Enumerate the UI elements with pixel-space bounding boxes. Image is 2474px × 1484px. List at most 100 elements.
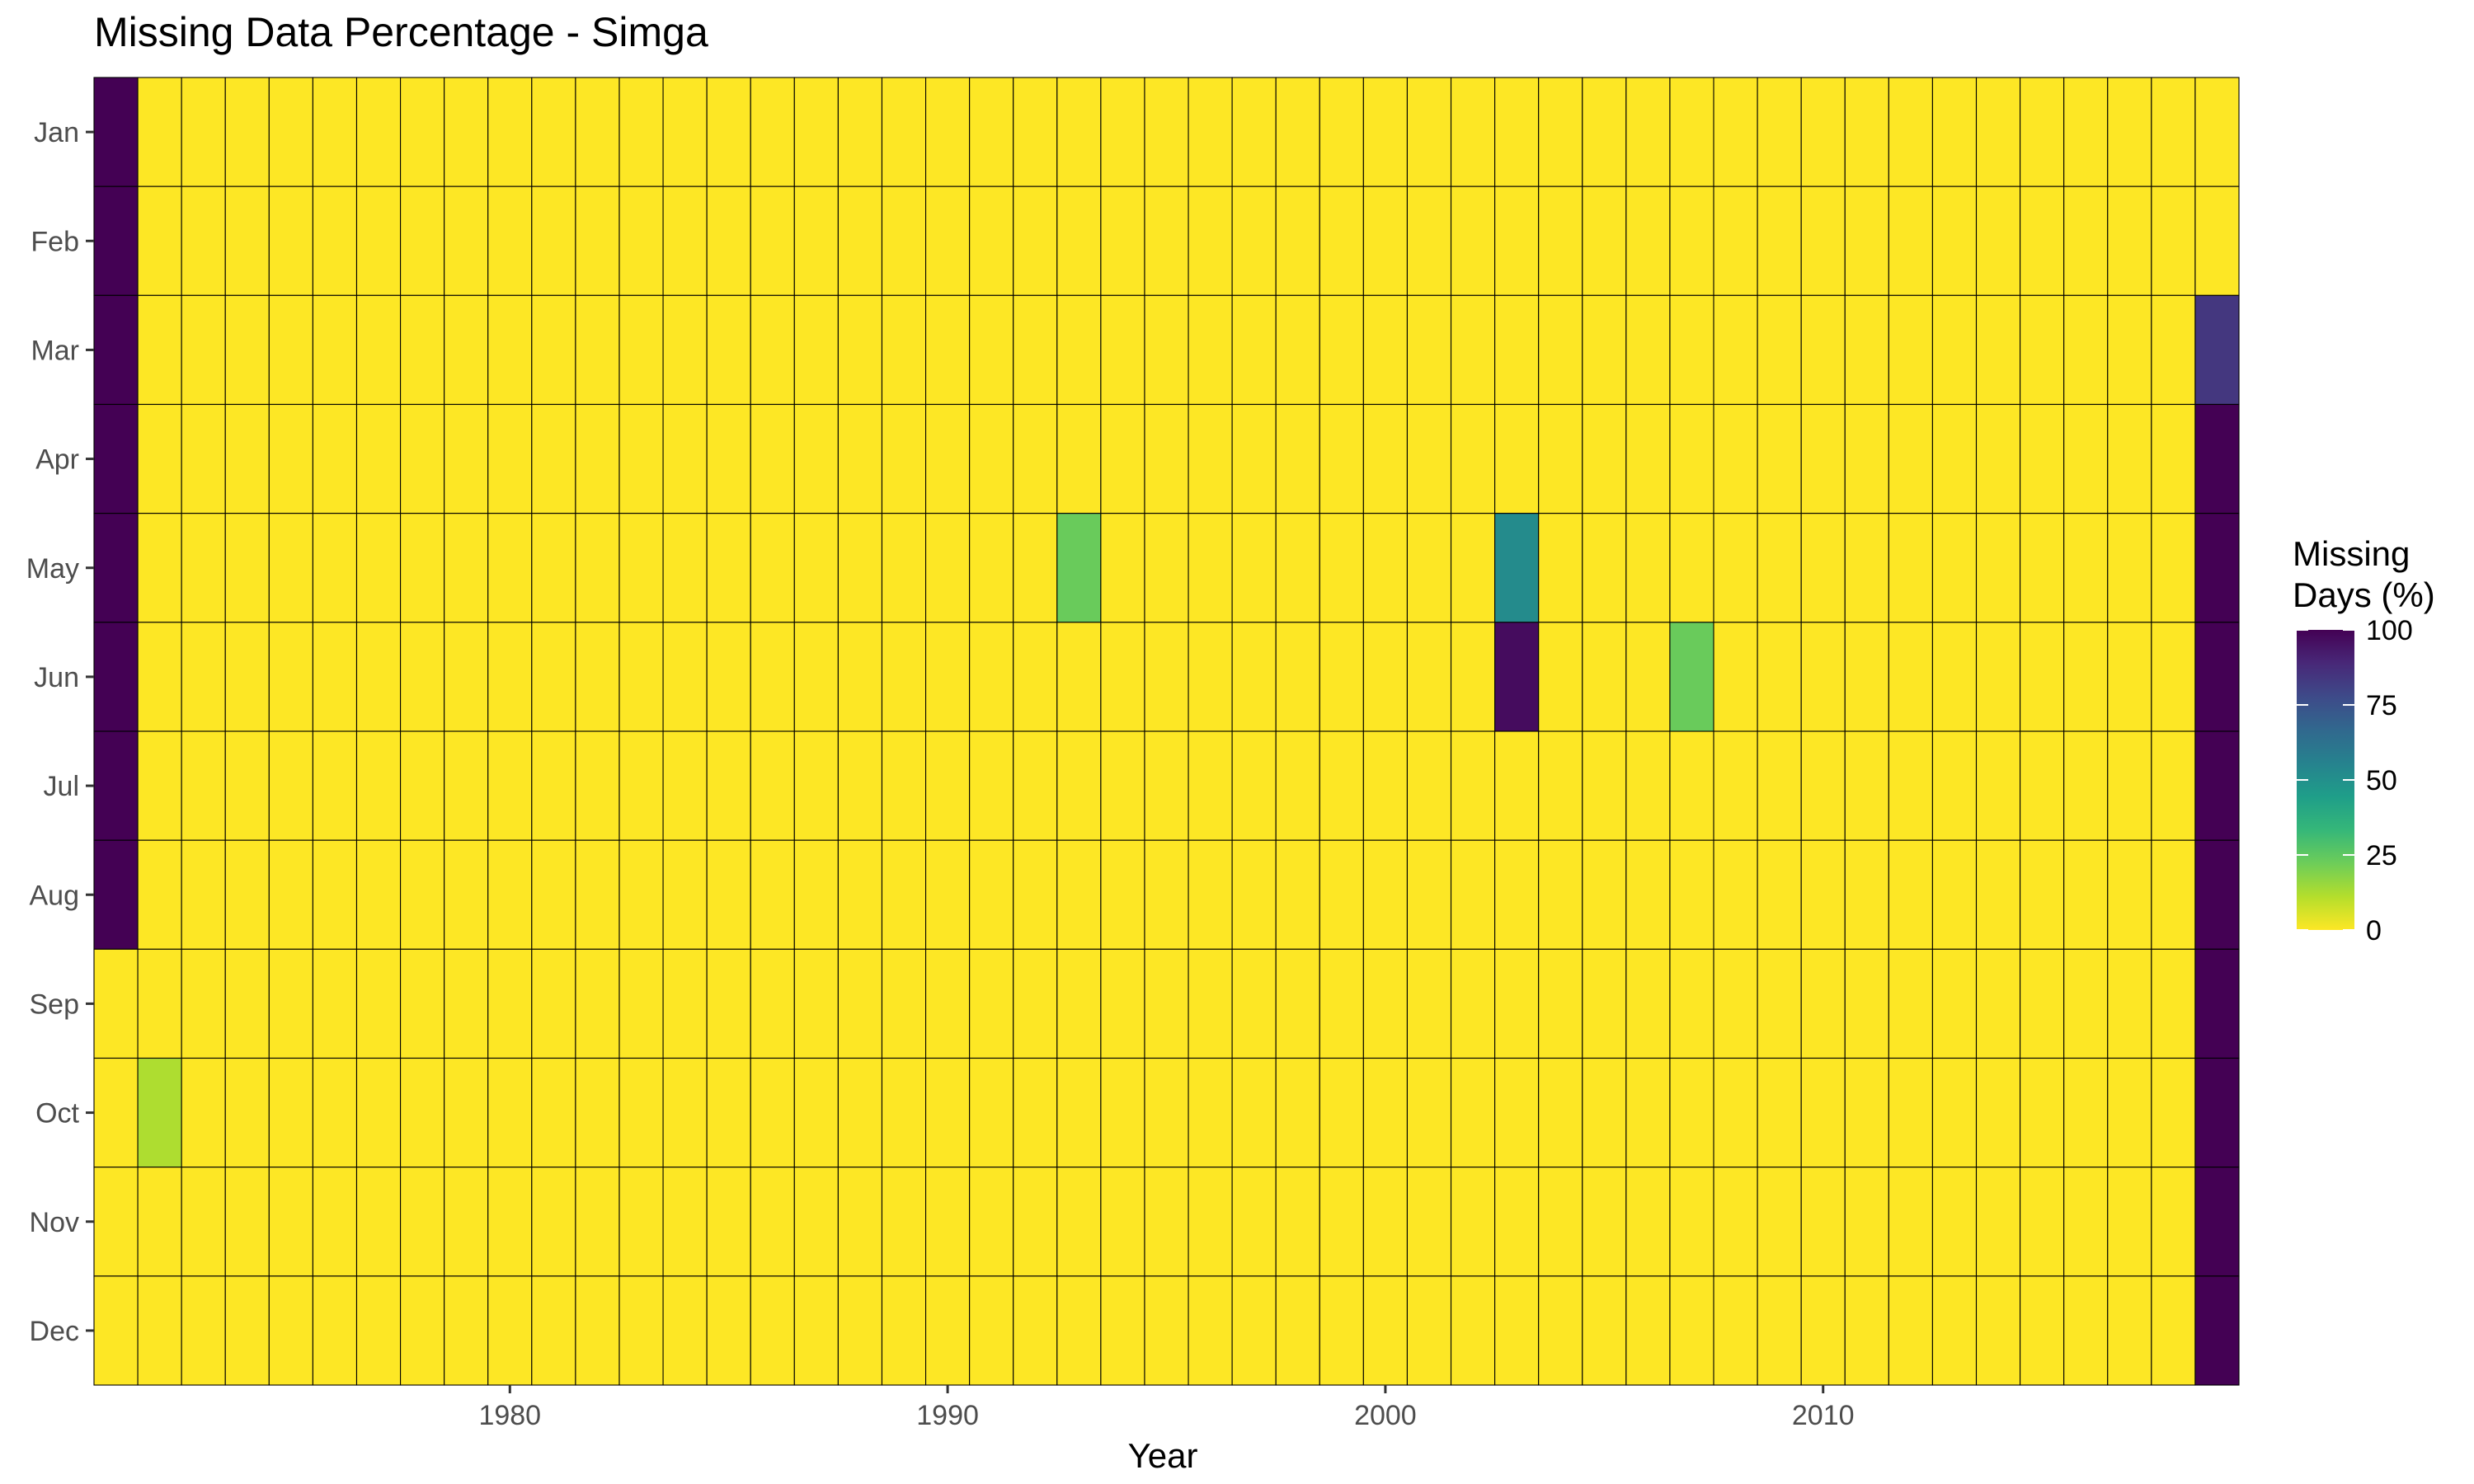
heatmap-cell	[2194, 403, 2240, 514]
heatmap-cell	[1800, 77, 1846, 187]
heatmap-cell	[1975, 1057, 2021, 1168]
heatmap-cell	[1800, 403, 1846, 514]
heatmap-cell	[793, 948, 839, 1059]
heatmap-cell	[1188, 403, 1233, 514]
heatmap-cell	[1538, 1057, 1583, 1168]
heatmap-cell	[355, 839, 402, 950]
heatmap-cell	[1669, 1167, 1714, 1277]
x-tick-label: 1980	[478, 1400, 541, 1431]
heatmap-cell	[2151, 1167, 2196, 1277]
heatmap-cell	[1975, 1167, 2021, 1277]
heatmap-cell	[881, 1167, 927, 1277]
heatmap-cell	[2194, 77, 2240, 187]
heatmap-cell	[925, 839, 971, 950]
heatmap-cell	[1013, 294, 1058, 406]
heatmap-cell	[1056, 1167, 1102, 1277]
heatmap-cell	[531, 403, 576, 514]
heatmap-cell	[1188, 948, 1233, 1059]
heatmap-cell	[1538, 948, 1583, 1059]
heatmap-cell	[969, 403, 1014, 514]
heatmap-cell	[137, 513, 182, 623]
heatmap-cell	[181, 948, 226, 1059]
heatmap-cell	[706, 1275, 751, 1386]
heatmap-cell	[224, 186, 270, 296]
y-axis: Jan Feb Mar Apr May Jun Jul Aug Sep Oct Nov Dec	[26, 117, 94, 1347]
heatmap-cell	[1844, 730, 1889, 841]
heatmap-cell	[969, 77, 1014, 187]
heatmap-cell	[2151, 186, 2196, 296]
heatmap-cell	[1494, 403, 1540, 514]
heatmap-cell	[1362, 186, 1408, 296]
heatmap-cell	[1494, 1167, 1540, 1277]
heatmap-cell	[1538, 77, 1583, 187]
heatmap-cell	[575, 1057, 620, 1168]
heatmap-cell	[1888, 1167, 1933, 1277]
heatmap-cell	[925, 294, 971, 406]
heatmap-cell	[1975, 1275, 2021, 1386]
heatmap-cell	[618, 730, 664, 841]
heatmap-cell	[2194, 1057, 2240, 1168]
heatmap-cell	[1494, 948, 1540, 1059]
heatmap-cell	[1013, 622, 1058, 732]
heatmap-cell	[224, 1057, 270, 1168]
heatmap-cell	[487, 403, 533, 514]
heatmap-cell	[531, 839, 576, 950]
heatmap-cell	[1888, 1057, 1933, 1168]
heatmap-cell	[881, 948, 927, 1059]
heatmap-cell	[1494, 730, 1540, 841]
heatmap-cell	[1975, 186, 2021, 296]
heatmap-cell	[925, 513, 971, 623]
heatmap-cell	[1625, 513, 1671, 623]
heatmap-cell	[2151, 294, 2196, 406]
heatmap-cell	[1800, 948, 1846, 1059]
y-tick-label: Jul	[44, 771, 79, 802]
heatmap-cell	[2107, 1275, 2152, 1386]
heatmap-cell	[1450, 77, 1496, 187]
heatmap-cell	[137, 839, 182, 950]
heatmap-cell	[837, 513, 883, 623]
heatmap-cell	[1713, 622, 1758, 732]
heatmap-cell	[2063, 730, 2109, 841]
heatmap-cell	[1975, 513, 2021, 623]
heatmap-cell	[881, 1057, 927, 1168]
heatmap-cell	[487, 77, 533, 187]
y-tick-label: Apr	[35, 444, 79, 476]
heatmap-cell	[662, 77, 708, 187]
heatmap-cell	[1100, 513, 1145, 623]
heatmap-cell	[400, 730, 445, 841]
heatmap-cell	[1406, 1275, 1452, 1386]
heatmap-cell	[444, 294, 489, 406]
heatmap-cell	[881, 294, 927, 406]
heatmap-cell	[2063, 294, 2109, 406]
heatmap-cell	[444, 839, 489, 950]
heatmap-cell	[2063, 1275, 2109, 1386]
heatmap-cell	[2020, 77, 2065, 187]
heatmap-cell	[1275, 730, 1320, 841]
heatmap-cell	[355, 948, 402, 1059]
heatmap-cell	[1406, 839, 1452, 950]
y-tick-label: Oct	[35, 1098, 79, 1129]
heatmap-cell	[312, 730, 358, 841]
heatmap-cell	[531, 294, 576, 406]
heatmap-cell	[1144, 1275, 1189, 1386]
heatmap-cell	[1100, 294, 1145, 406]
heatmap-cell	[1494, 294, 1540, 406]
heatmap-cell	[706, 403, 751, 514]
heatmap-cell	[1582, 186, 1627, 296]
heatmap-cell	[181, 77, 226, 187]
heatmap-cell	[1013, 839, 1058, 950]
heatmap-cell	[1713, 1167, 1758, 1277]
heatmap-cell	[1538, 186, 1583, 296]
heatmap-cell	[2151, 1275, 2196, 1386]
heatmap-cell	[1362, 730, 1408, 841]
heatmap-cell	[1888, 186, 1933, 296]
heatmap-cell	[1844, 622, 1889, 732]
heatmap-cell	[137, 730, 182, 841]
heatmap-cell	[618, 513, 664, 623]
heatmap-cell	[2063, 839, 2109, 950]
heatmap-cell	[1013, 948, 1058, 1059]
heatmap-cell	[181, 839, 226, 950]
heatmap-cell	[793, 403, 839, 514]
heatmap-cell	[575, 77, 620, 187]
heatmap-cell	[1231, 622, 1277, 732]
